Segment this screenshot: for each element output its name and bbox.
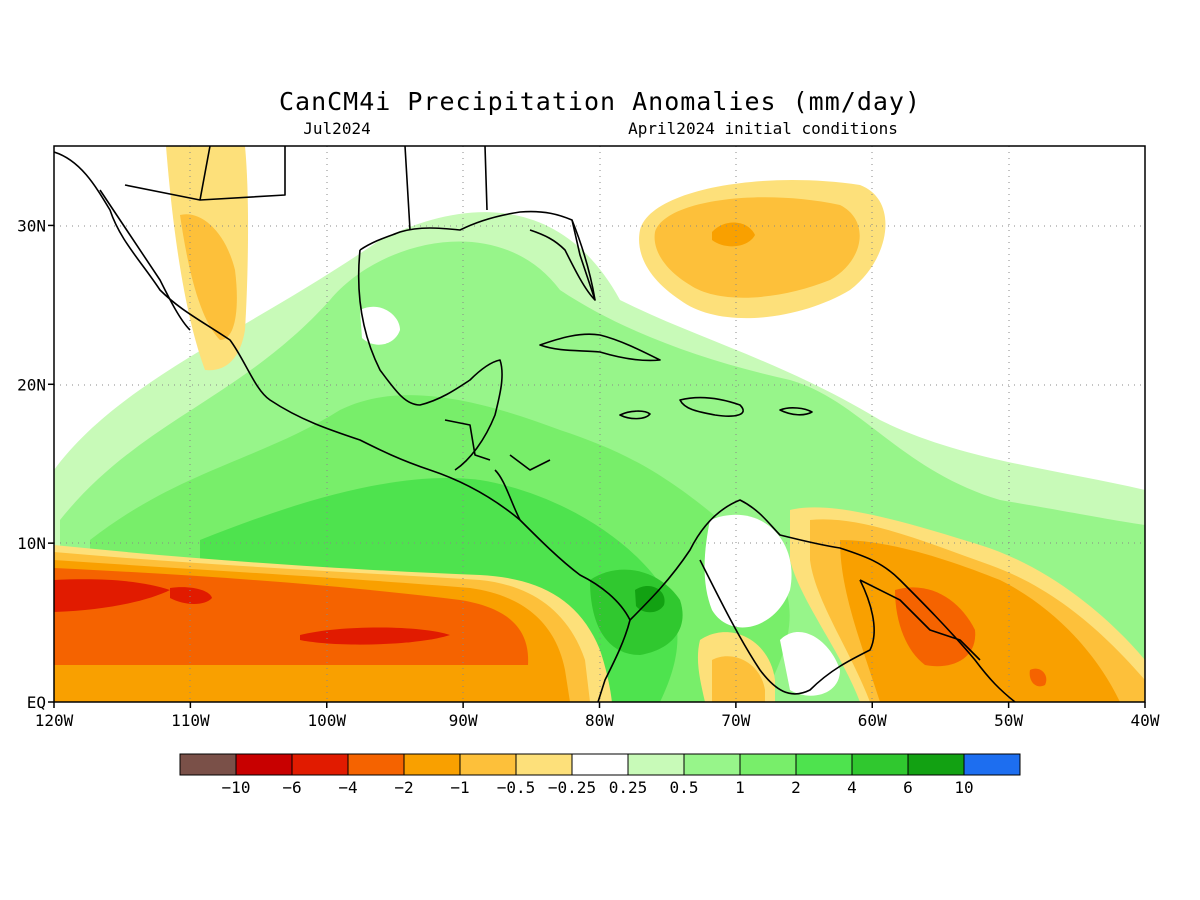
coastlines: [54, 146, 1016, 702]
colorbar-label: 2: [791, 778, 801, 797]
colorbar-swatch: [627, 753, 685, 776]
y-tick-label: 10N: [17, 534, 46, 553]
y-tick-label: 30N: [17, 216, 46, 235]
x-tick-label: 60W: [858, 711, 887, 730]
colorbar-label: −1: [450, 778, 469, 797]
colorbar-swatch: [907, 753, 965, 776]
colorbar-labels: −10 −6 −4 −2 −1 −0.5 −0.25 0.25 0.5 1 2 4 6 10: [222, 778, 974, 797]
colorbar-label: 10: [954, 778, 973, 797]
x-tick-label: 50W: [994, 711, 1023, 730]
x-tick-label: 40W: [1131, 711, 1160, 730]
colorbar-swatch: [571, 753, 629, 776]
map-subtitle-init: April2024 initial conditions: [628, 119, 898, 138]
colorbar-swatch: [963, 753, 1021, 776]
colorbar-swatch: [403, 753, 461, 776]
x-tick-label: 80W: [585, 711, 614, 730]
colorbar-swatch: [235, 753, 293, 776]
map-title: CanCM4i Precipitation Anomalies (mm/day): [279, 87, 921, 116]
x-tick-label: 120W: [35, 711, 74, 730]
colorbar-swatch: [459, 753, 517, 776]
colorbar-label: −2: [394, 778, 413, 797]
colorbar-label: 0.25: [609, 778, 648, 797]
colorbar-label: −0.5: [497, 778, 536, 797]
colorbar-label: −0.25: [548, 778, 596, 797]
x-tick-label: 100W: [307, 711, 346, 730]
colorbar-swatch: [347, 753, 405, 776]
colorbar-label: 0.5: [670, 778, 699, 797]
colorbar-label: −6: [282, 778, 301, 797]
x-axis-labels: 120W 110W 100W 90W 80W 70W 60W 50W 40W: [35, 702, 1160, 730]
map-subtitle-date: Jul2024: [303, 119, 370, 138]
colorbar-swatch: [851, 753, 909, 776]
x-tick-label: 110W: [171, 711, 210, 730]
colorbar-swatch: [795, 753, 853, 776]
colorbar-swatch: [683, 753, 741, 776]
colorbar-swatch: [515, 753, 573, 776]
colorbar-label: −4: [338, 778, 357, 797]
colorbar-label: −10: [222, 778, 251, 797]
colorbar-label: 4: [847, 778, 857, 797]
colorbar-swatch: [739, 753, 797, 776]
colorbar-swatch: [179, 753, 237, 776]
x-tick-label: 90W: [449, 711, 478, 730]
y-tick-label: 20N: [17, 375, 46, 394]
colorbar-label: 1: [735, 778, 745, 797]
colorbar-label: 6: [903, 778, 913, 797]
colorbar-swatch: [291, 753, 349, 776]
x-tick-label: 70W: [721, 711, 750, 730]
y-axis-labels: 30N 20N 10N EQ: [17, 216, 54, 712]
map-plot: [54, 146, 1145, 702]
y-tick-label: EQ: [27, 693, 46, 712]
colorbar: [179, 753, 1021, 776]
